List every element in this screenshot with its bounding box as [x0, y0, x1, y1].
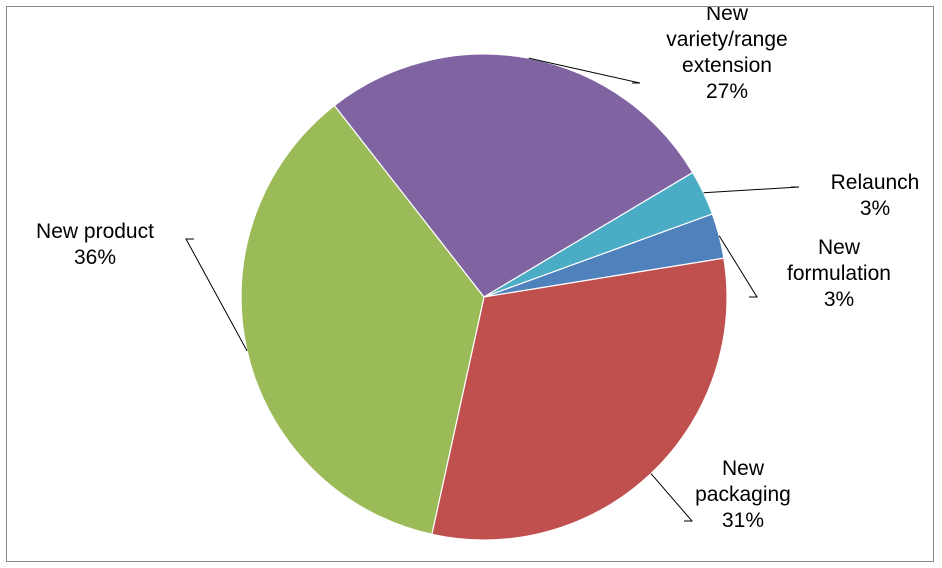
- leader-line: [185, 238, 248, 352]
- pie-slices: [240, 53, 728, 541]
- pie-slice-new-packaging: [431, 257, 728, 541]
- chart-frame: New formulation 3% New packaging 31% New produ…: [6, 6, 934, 562]
- data-label-category: packaging: [695, 483, 791, 506]
- pie-chart: New formulation 3% New packaging 31% New produ…: [36, 7, 919, 541]
- data-label-category: variety/range: [666, 28, 787, 51]
- leader-line: [528, 57, 641, 84]
- data-label-value: 3%: [860, 197, 890, 220]
- data-label-value: 31%: [722, 509, 764, 532]
- pie-slice-relaunch: [483, 171, 714, 298]
- pie-slice-new-product: [240, 104, 485, 536]
- leader-line: [718, 235, 758, 298]
- data-label-category: formulation: [787, 262, 891, 285]
- data-label-category: New: [818, 236, 861, 259]
- leader-line: [703, 186, 800, 194]
- leader-lines: [185, 57, 800, 522]
- data-label-category: extension: [682, 54, 772, 77]
- pie-slice-new-variety-range-extension: [333, 53, 694, 298]
- data-label-value: 27%: [706, 80, 748, 103]
- data-label-category: New: [722, 457, 765, 480]
- data-label-value: 36%: [74, 246, 116, 269]
- data-labels: New formulation 3% New packaging 31% New produ…: [36, 7, 919, 532]
- data-label-category: New: [706, 7, 749, 25]
- data-label-category: Relaunch: [831, 171, 920, 194]
- leader-line: [650, 473, 694, 522]
- data-label-value: 3%: [824, 288, 854, 311]
- data-label-category: New product: [36, 220, 154, 243]
